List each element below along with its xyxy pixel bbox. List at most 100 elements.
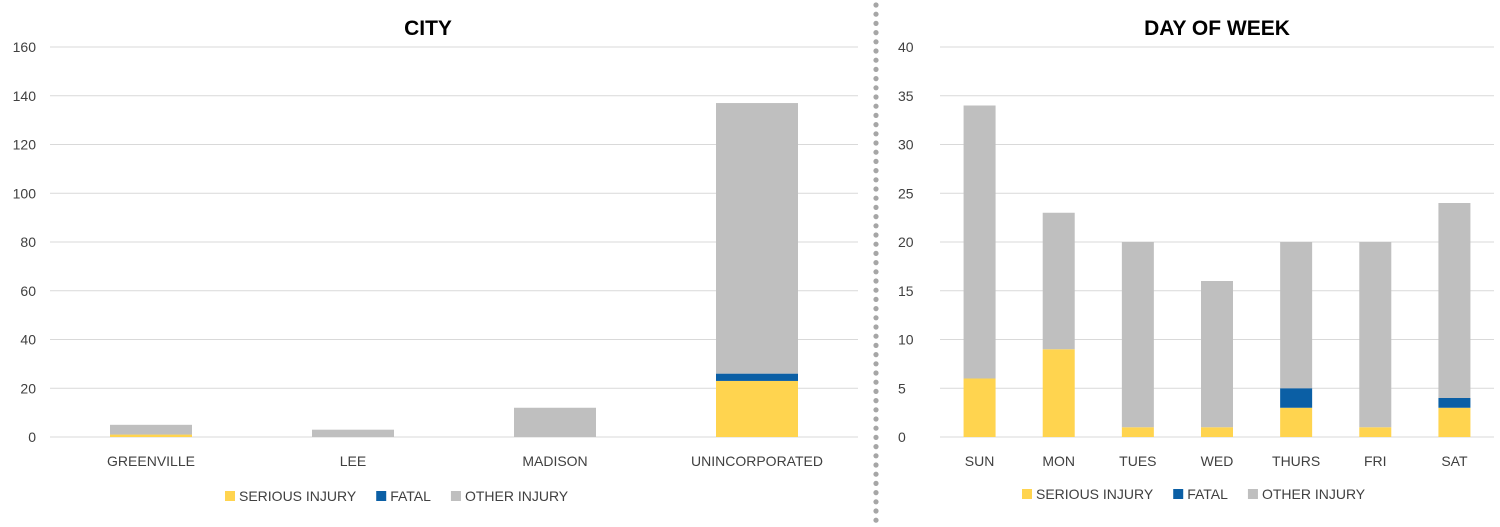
legend-swatch-other-injury	[1247, 489, 1258, 499]
divider-dot	[873, 453, 879, 459]
divider-dot	[873, 57, 879, 63]
bar-other-injury-unincorporated	[716, 103, 798, 374]
divider-dot	[873, 158, 879, 164]
bar-other-injury-wed	[1201, 281, 1233, 428]
divider-dot	[873, 195, 879, 201]
x-tick-label: SUN	[965, 453, 995, 469]
divider-dot	[873, 177, 879, 183]
panel-divider	[873, 2, 879, 523]
y-tick-label: 25	[898, 185, 914, 201]
bar-other-injury-sun	[963, 105, 996, 379]
divider-dot	[873, 434, 879, 440]
bar-serious-injury-unincorporated	[716, 380, 798, 437]
legend-swatch-serious-injury	[225, 491, 235, 501]
divider-dot	[873, 223, 879, 229]
divider-dot	[873, 39, 879, 45]
y-tick-label: 15	[898, 283, 914, 299]
divider-dot	[873, 370, 879, 376]
divider-dot	[873, 241, 879, 247]
divider-dot	[873, 260, 879, 266]
bar-serious-injury-thurs	[1280, 407, 1313, 437]
legend-swatch-fatal	[376, 491, 387, 501]
divider-dot	[873, 140, 879, 146]
y-tick-label: 40	[898, 39, 914, 55]
divider-dot	[873, 29, 879, 36]
divider-dot	[873, 66, 879, 72]
chart-title: DAY OF WEEK	[1144, 17, 1290, 40]
divider-dot	[873, 2, 879, 8]
legend-label-other-injury: OTHER INJURY	[465, 488, 569, 504]
city-chart-svg: CITY 0 20 40 60 80 100 120 140 160 GREENVILLE LEE MA…	[13, 17, 858, 504]
bar-other-injury-greenville	[110, 424, 192, 435]
y-tick-label: 60	[20, 283, 36, 299]
y-tick-label: 120	[13, 137, 37, 153]
divider-dot	[873, 333, 879, 339]
bar-serious-injury-wed	[1201, 427, 1233, 437]
legend-label-serious-injury: SERIOUS INJURY	[239, 488, 357, 504]
divider-dot	[873, 508, 879, 514]
divider-dot	[873, 324, 879, 330]
divider-dot	[873, 462, 879, 468]
bar-serious-injury-sun	[963, 378, 996, 437]
divider-dot	[873, 204, 879, 210]
divider-dot	[873, 278, 879, 284]
divider-dot	[873, 103, 879, 109]
y-tick-label: 0	[28, 429, 36, 445]
bar-serious-injury-sat	[1438, 407, 1471, 437]
divider-dot	[873, 149, 879, 155]
bar-other-injury-sat	[1438, 203, 1471, 398]
y-tick-label: 100	[13, 185, 37, 201]
y-tick-label: 140	[13, 88, 37, 104]
divider-dot	[873, 11, 879, 17]
x-tick-label: TUES	[1119, 453, 1156, 469]
divider-dot	[873, 490, 879, 496]
divider-dot	[873, 425, 879, 431]
divider-dot	[873, 269, 879, 275]
legend-swatch-fatal	[1173, 489, 1184, 499]
divider-dot	[873, 76, 879, 82]
y-tick-label: 0	[898, 429, 906, 445]
y-tick-label: 10	[898, 332, 914, 348]
divider-dot	[873, 186, 879, 192]
y-tick-label: 20	[898, 234, 914, 250]
x-tick-label: UNINCORPORATED	[691, 453, 823, 469]
divider-dot	[873, 342, 879, 348]
divider-dot	[873, 388, 879, 394]
bar-serious-injury-mon	[1042, 349, 1075, 437]
divider-dot	[873, 499, 879, 505]
legend-label-other-injury: OTHER INJURY	[1262, 486, 1366, 502]
divider-dot	[873, 214, 879, 220]
bar-other-injury-mon	[1042, 212, 1075, 350]
divider-dot	[873, 168, 879, 174]
divider-dot	[873, 416, 879, 422]
legend-label-fatal: FATAL	[1187, 486, 1228, 502]
bar-serious-injury-tues	[1121, 427, 1154, 437]
divider-dot	[873, 85, 879, 91]
divider-dot	[873, 131, 879, 137]
divider-dot	[873, 296, 879, 302]
bar-serious-injury-greenville	[110, 434, 192, 437]
divider-dot	[873, 122, 879, 128]
legend-label-serious-injury: SERIOUS INJURY	[1036, 486, 1154, 502]
y-tick-label: 40	[20, 332, 36, 348]
divider-dot	[873, 112, 879, 118]
chart-title: CITY	[404, 17, 452, 40]
bar-fatal-thurs	[1280, 388, 1313, 408]
y-tick-label: 20	[20, 380, 36, 396]
divider-dot	[873, 352, 879, 358]
divider-dot	[873, 471, 879, 477]
legend-swatch-serious-injury	[1022, 489, 1032, 499]
bar-other-injury-tues	[1121, 242, 1154, 428]
divider-dot	[873, 232, 879, 238]
divider-dot	[873, 306, 879, 312]
y-tick-label: 35	[898, 88, 914, 104]
y-tick-label: 5	[898, 380, 906, 396]
bar-other-injury-thurs	[1280, 242, 1313, 389]
legend-swatch-other-injury	[450, 491, 461, 501]
y-tick-label: 160	[13, 39, 37, 55]
bar-other-injury-lee	[312, 429, 394, 437]
x-tick-label: MON	[1042, 453, 1075, 469]
y-tick-label: 80	[20, 234, 36, 250]
bar-other-injury-fri	[1359, 242, 1392, 428]
divider-dot	[873, 315, 879, 321]
